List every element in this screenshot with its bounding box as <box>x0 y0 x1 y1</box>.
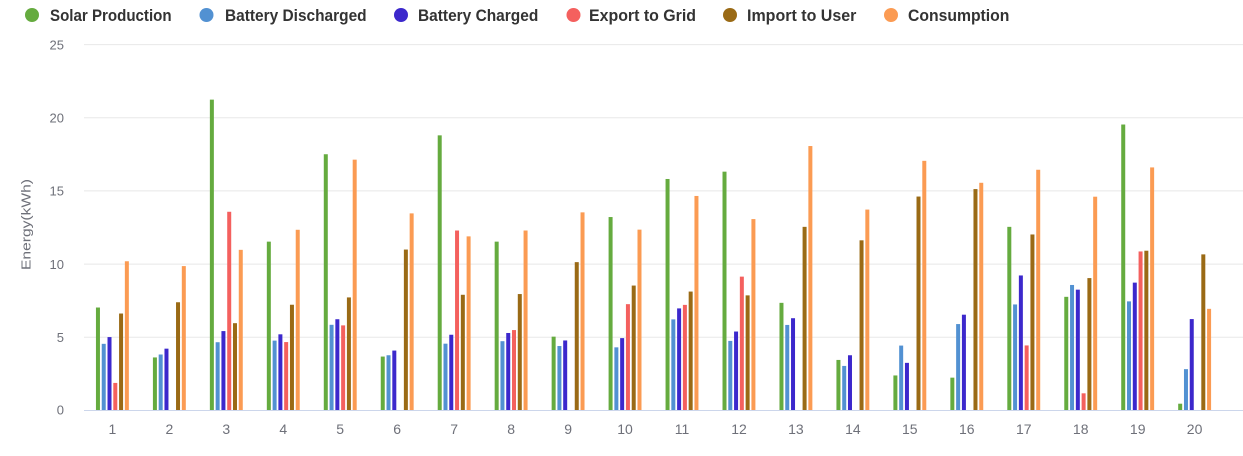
svg-text:Battery Discharged: Battery Discharged <box>225 6 367 25</box>
svg-text:Solar Production: Solar Production <box>50 6 172 25</box>
svg-text:10: 10 <box>50 257 64 272</box>
svg-text:25: 25 <box>50 37 64 52</box>
svg-text:5: 5 <box>336 421 344 437</box>
svg-text:11: 11 <box>675 421 690 437</box>
svg-text:17: 17 <box>1016 421 1032 437</box>
svg-text:8: 8 <box>507 421 515 437</box>
svg-text:7: 7 <box>450 421 458 437</box>
svg-text:5: 5 <box>57 330 64 345</box>
svg-text:Energy(kWh): Energy(kWh) <box>18 179 33 270</box>
svg-text:13: 13 <box>788 421 804 437</box>
svg-text:12: 12 <box>731 421 747 437</box>
svg-text:Battery Charged: Battery Charged <box>418 6 538 25</box>
svg-text:Import to User: Import to User <box>747 6 857 25</box>
svg-text:16: 16 <box>959 421 975 437</box>
svg-text:18: 18 <box>1073 421 1089 437</box>
svg-text:20: 20 <box>1187 421 1203 437</box>
svg-text:Consumption: Consumption <box>908 6 1009 25</box>
svg-text:0: 0 <box>57 403 64 418</box>
svg-text:4: 4 <box>279 421 287 437</box>
svg-text:9: 9 <box>564 421 572 437</box>
svg-text:2: 2 <box>166 421 174 437</box>
svg-text:14: 14 <box>845 421 861 437</box>
svg-text:15: 15 <box>50 184 64 199</box>
svg-text:1: 1 <box>109 421 117 437</box>
svg-text:15: 15 <box>902 421 918 437</box>
svg-text:19: 19 <box>1130 421 1146 437</box>
svg-text:10: 10 <box>617 421 633 437</box>
svg-text:20: 20 <box>50 110 64 125</box>
svg-text:Export to Grid: Export to Grid <box>589 6 696 25</box>
svg-text:6: 6 <box>393 421 401 437</box>
svg-text:3: 3 <box>222 421 230 437</box>
